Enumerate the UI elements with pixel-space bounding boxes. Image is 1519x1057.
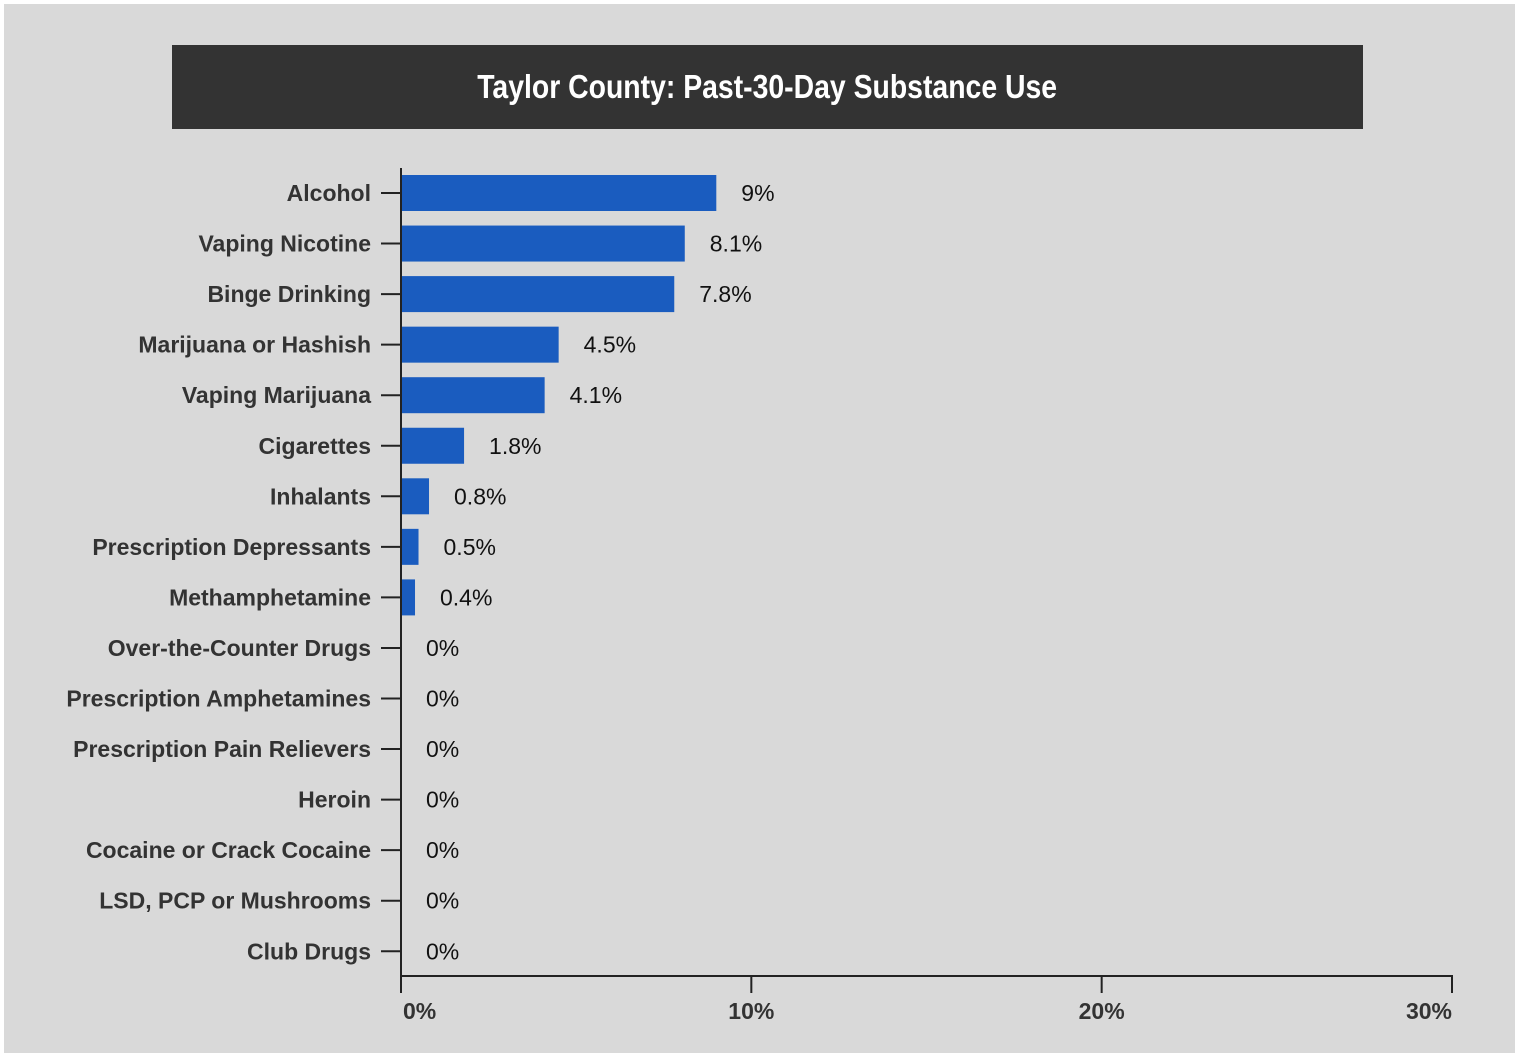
value-label: 0.8% bbox=[454, 483, 506, 509]
x-tick-label: 0% bbox=[403, 998, 436, 1024]
x-tick-label: 30% bbox=[1406, 998, 1452, 1024]
value-label: 0% bbox=[426, 736, 459, 762]
value-label: 4.1% bbox=[570, 382, 622, 408]
bar bbox=[402, 326, 559, 363]
bar bbox=[402, 225, 685, 262]
value-label: 0% bbox=[426, 938, 459, 964]
category-label: Vaping Marijuana bbox=[182, 382, 371, 408]
x-tick-label: 10% bbox=[728, 998, 774, 1024]
category-label: Club Drugs bbox=[247, 938, 371, 964]
value-label: 0% bbox=[426, 888, 459, 914]
bar bbox=[402, 478, 430, 515]
category-label: Binge Drinking bbox=[207, 281, 371, 307]
category-label: Vaping Nicotine bbox=[198, 231, 371, 257]
bar bbox=[402, 175, 717, 211]
value-label: 8.1% bbox=[710, 231, 762, 257]
category-label: Cocaine or Crack Cocaine bbox=[86, 837, 371, 863]
bar bbox=[402, 579, 416, 616]
value-label: 0.5% bbox=[444, 534, 496, 560]
category-label: Prescription Depressants bbox=[92, 534, 371, 560]
chart-title-bar: Taylor County: Past-30-Day Substance Use bbox=[172, 45, 1363, 129]
value-label: 4.5% bbox=[584, 332, 636, 358]
value-label: 0% bbox=[426, 787, 459, 813]
category-label: Over-the-Counter Drugs bbox=[108, 635, 371, 661]
category-label: Marijuana or Hashish bbox=[138, 332, 371, 358]
category-label: Cigarettes bbox=[259, 433, 371, 459]
category-label: LSD, PCP or Mushrooms bbox=[99, 888, 371, 914]
value-label: 0.4% bbox=[440, 584, 492, 610]
bar bbox=[402, 276, 675, 313]
value-label: 0% bbox=[426, 686, 459, 712]
category-label: Inhalants bbox=[270, 483, 371, 509]
category-label: Prescription Amphetamines bbox=[66, 686, 371, 712]
value-label: 1.8% bbox=[489, 433, 541, 459]
category-label: Methamphetamine bbox=[169, 584, 371, 610]
value-label: 0% bbox=[426, 635, 459, 661]
chart-frame bbox=[4, 4, 1515, 1053]
category-label: Prescription Pain Relievers bbox=[73, 736, 371, 762]
value-label: 7.8% bbox=[699, 281, 751, 307]
bar bbox=[402, 377, 545, 414]
bar bbox=[402, 528, 419, 565]
bar bbox=[402, 427, 465, 464]
category-label: Alcohol bbox=[287, 180, 371, 206]
value-label: 0% bbox=[426, 837, 459, 863]
category-label: Heroin bbox=[298, 787, 371, 813]
value-label: 9% bbox=[741, 180, 774, 206]
chart-title: Taylor County: Past-30-Day Substance Use bbox=[477, 68, 1058, 105]
x-tick-label: 20% bbox=[1079, 998, 1125, 1024]
